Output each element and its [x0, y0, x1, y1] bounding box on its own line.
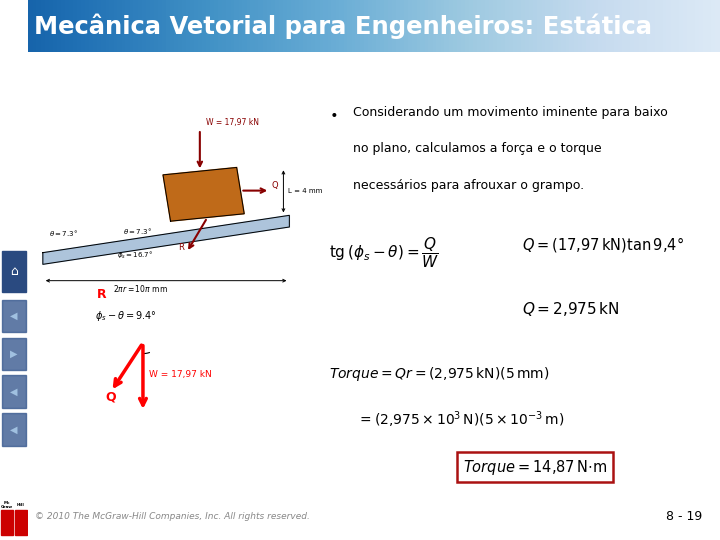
Text: © 2010 The McGraw-Hill Companies, Inc. All rights reserved.: © 2010 The McGraw-Hill Companies, Inc. A… — [35, 512, 310, 522]
Text: Problema Resolvido 8.5: Problema Resolvido 8.5 — [36, 64, 275, 82]
Polygon shape — [43, 215, 289, 265]
Text: Nona
Edição: Nona Edição — [9, 11, 19, 29]
Text: $\mathit{Torque} = Qr = (2{,}975\,\mathrm{kN})(5\,\mathrm{mm})$: $\mathit{Torque} = Qr = (2{,}975\,\mathr… — [329, 364, 549, 383]
Text: Hill: Hill — [17, 503, 25, 507]
Text: ▶: ▶ — [10, 349, 18, 359]
Text: $Q = 2{,}975\,\mathrm{kN}$: $Q = 2{,}975\,\mathrm{kN}$ — [523, 300, 620, 318]
Text: Q: Q — [271, 181, 278, 190]
Text: $\theta = 7.3°$: $\theta = 7.3°$ — [123, 226, 152, 236]
Text: $Q = (17{,}97\,\mathrm{kN})\tan 9{,}4°$: $Q = (17{,}97\,\mathrm{kN})\tan 9{,}4°$ — [523, 235, 685, 254]
Bar — [2, 251, 26, 292]
Text: Mecânica Vetorial para Engenheiros: Estática: Mecânica Vetorial para Engenheiros: Está… — [34, 14, 652, 39]
Bar — [2, 338, 26, 370]
Text: Considerando um movimento iminente para baixo: Considerando um movimento iminente para … — [353, 106, 667, 119]
Text: no plano, calculamos a força e o torque: no plano, calculamos a força e o torque — [353, 143, 601, 156]
Text: necessários para afrouxar o grampo.: necessários para afrouxar o grampo. — [353, 179, 584, 192]
Text: $= (2{,}975 \times 10^3\,\mathrm{N})(5 \times 10^{-3}\,\mathrm{m})$: $= (2{,}975 \times 10^3\,\mathrm{N})(5 \… — [356, 409, 564, 430]
Text: R: R — [178, 243, 184, 252]
Text: $\bullet$: $\bullet$ — [329, 106, 338, 120]
Text: ◀: ◀ — [10, 424, 18, 434]
Polygon shape — [163, 167, 244, 221]
Text: $\mathit{Torque} = 14{,}87\,\mathrm{N{\cdot}m}$: $\mathit{Torque} = 14{,}87\,\mathrm{N{\c… — [463, 457, 608, 477]
Text: $\theta = 7.3°$: $\theta = 7.3°$ — [49, 228, 78, 238]
Text: 8 - 19: 8 - 19 — [667, 510, 703, 523]
Text: Mc
Graw: Mc Graw — [1, 501, 13, 509]
Bar — [15, 510, 27, 535]
Text: W = 17,97 kN: W = 17,97 kN — [149, 370, 212, 379]
Text: R: R — [96, 288, 107, 301]
Text: W = 17,97 kN: W = 17,97 kN — [206, 118, 258, 126]
Text: $2\pi r = 10\pi$ mm: $2\pi r = 10\pi$ mm — [114, 284, 168, 294]
Bar — [1, 510, 13, 535]
Bar — [2, 300, 26, 332]
Text: ⌂: ⌂ — [10, 265, 18, 278]
Text: ◀: ◀ — [10, 311, 18, 321]
Text: L = 4 mm: L = 4 mm — [288, 188, 323, 194]
Text: Q: Q — [105, 390, 116, 403]
Text: $\phi_s - \theta = 9.4°$: $\phi_s - \theta = 9.4°$ — [94, 309, 156, 323]
Text: $\phi_s = 16.7°$: $\phi_s = 16.7°$ — [117, 249, 153, 260]
Bar — [2, 413, 26, 446]
Text: ◀: ◀ — [10, 387, 18, 396]
Bar — [0, 486, 28, 540]
Bar — [2, 375, 26, 408]
Text: $\mathrm{tg}\,(\phi_s - \theta) = \dfrac{Q}{W}$: $\mathrm{tg}\,(\phi_s - \theta) = \dfrac… — [329, 235, 439, 270]
